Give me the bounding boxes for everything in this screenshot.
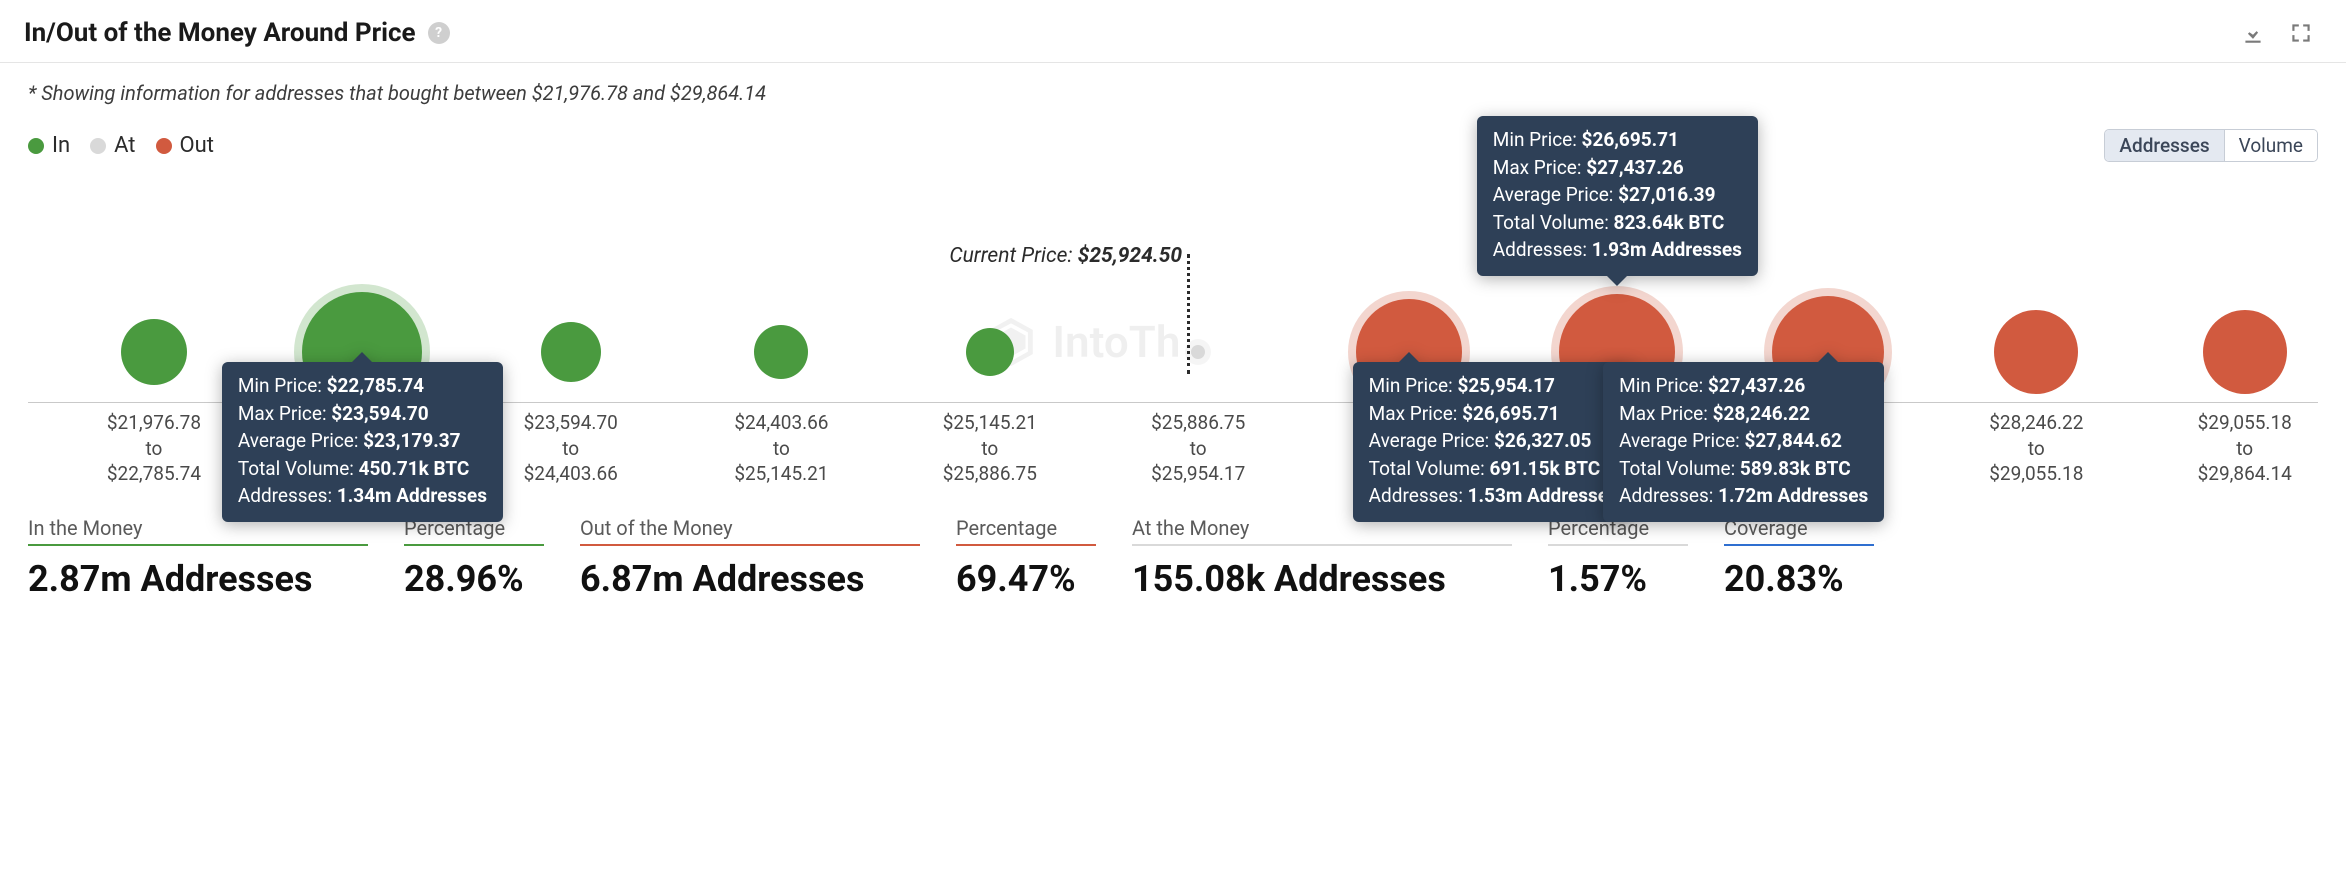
- stat-block: Out of the Money 6.87m Addresses: [580, 516, 920, 600]
- legend-out-label: Out: [180, 133, 214, 158]
- toggle-volume[interactable]: Volume: [2225, 130, 2317, 161]
- stat-value: 2.87m Addresses: [28, 552, 368, 600]
- x-axis-label: $21,976.78to$22,785.74: [107, 410, 201, 487]
- current-price-prefix: Current Price:: [949, 244, 1077, 268]
- stat-label: Percentage: [956, 516, 1096, 546]
- legend-dot-in: [28, 138, 44, 154]
- current-price-value: $25,924.50: [1078, 244, 1182, 268]
- page-title: In/Out of the Money Around Price: [24, 18, 416, 48]
- tooltip: Min Price: $25,954.17Max Price: $26,695.…: [1353, 362, 1634, 522]
- legend-dot-out: [156, 138, 172, 154]
- x-axis-label: $25,886.75to$25,954.17: [1151, 410, 1245, 487]
- tooltip: Min Price: $27,437.26Max Price: $28,246.…: [1603, 362, 1884, 522]
- bubble-at[interactable]: [1191, 345, 1205, 359]
- header-actions: [2240, 20, 2322, 46]
- watermark: IntoTh: [982, 313, 1180, 371]
- stat-value: 155.08k Addresses: [1132, 552, 1512, 600]
- stat-block: Percentage 69.47%: [956, 516, 1096, 600]
- x-axis-label: $29,055.18to$29,864.14: [2198, 410, 2292, 487]
- legend-at: At: [90, 133, 135, 158]
- x-axis-label: $28,246.22to$29,055.18: [1989, 410, 2083, 487]
- toggle-addresses[interactable]: Addresses: [2105, 130, 2224, 161]
- x-axis-label: $24,403.66to$25,145.21: [734, 410, 828, 487]
- legend-at-label: At: [114, 133, 135, 158]
- legend-out: Out: [156, 133, 214, 158]
- bubble-chart: IntoTh Current Price: $25,924.50 $21,976…: [28, 182, 2318, 482]
- tooltip: Min Price: $22,785.74Max Price: $23,594.…: [222, 362, 503, 522]
- expand-icon[interactable]: [2288, 20, 2314, 46]
- stat-value: 28.96%: [404, 552, 544, 600]
- stat-value: 69.47%: [956, 552, 1096, 600]
- current-price-line: [1187, 254, 1190, 374]
- stat-block: Percentage1.57%: [1548, 516, 1688, 600]
- stat-value: 1.57%: [1548, 552, 1688, 600]
- stat-block: At the Money155.08k Addresses: [1132, 516, 1512, 600]
- header-left: In/Out of the Money Around Price ?: [24, 18, 450, 48]
- x-axis-label: $25,145.21to$25,886.75: [943, 410, 1037, 487]
- tooltip: Min Price: $26,695.71Max Price: $27,437.…: [1477, 116, 1758, 276]
- header: In/Out of the Money Around Price ?: [0, 0, 2346, 63]
- legend-row: In At Out Addresses Volume: [0, 105, 2346, 162]
- x-axis-label: $23,594.70to$24,403.66: [524, 410, 618, 487]
- stat-block: Percentage28.96%: [404, 516, 544, 600]
- legend-in-label: In: [52, 133, 70, 158]
- watermark-text: IntoTh: [1052, 316, 1180, 368]
- stat-label: Out of the Money: [580, 516, 920, 546]
- legend: In At Out: [28, 133, 214, 158]
- stat-block: In the Money2.87m Addresses: [28, 516, 368, 600]
- legend-in: In: [28, 133, 70, 158]
- metric-toggle: Addresses Volume: [2104, 129, 2318, 162]
- stat-value: 20.83%: [1724, 552, 1874, 600]
- stat-block: Coverage20.83%: [1724, 516, 1874, 600]
- range-note: * Showing information for addresses that…: [0, 63, 2346, 105]
- legend-dot-at: [90, 138, 106, 154]
- current-price-label: Current Price: $25,924.50: [949, 244, 1182, 268]
- stat-value: 6.87m Addresses: [580, 552, 920, 600]
- help-icon[interactable]: ?: [428, 22, 450, 44]
- download-icon[interactable]: [2240, 20, 2266, 46]
